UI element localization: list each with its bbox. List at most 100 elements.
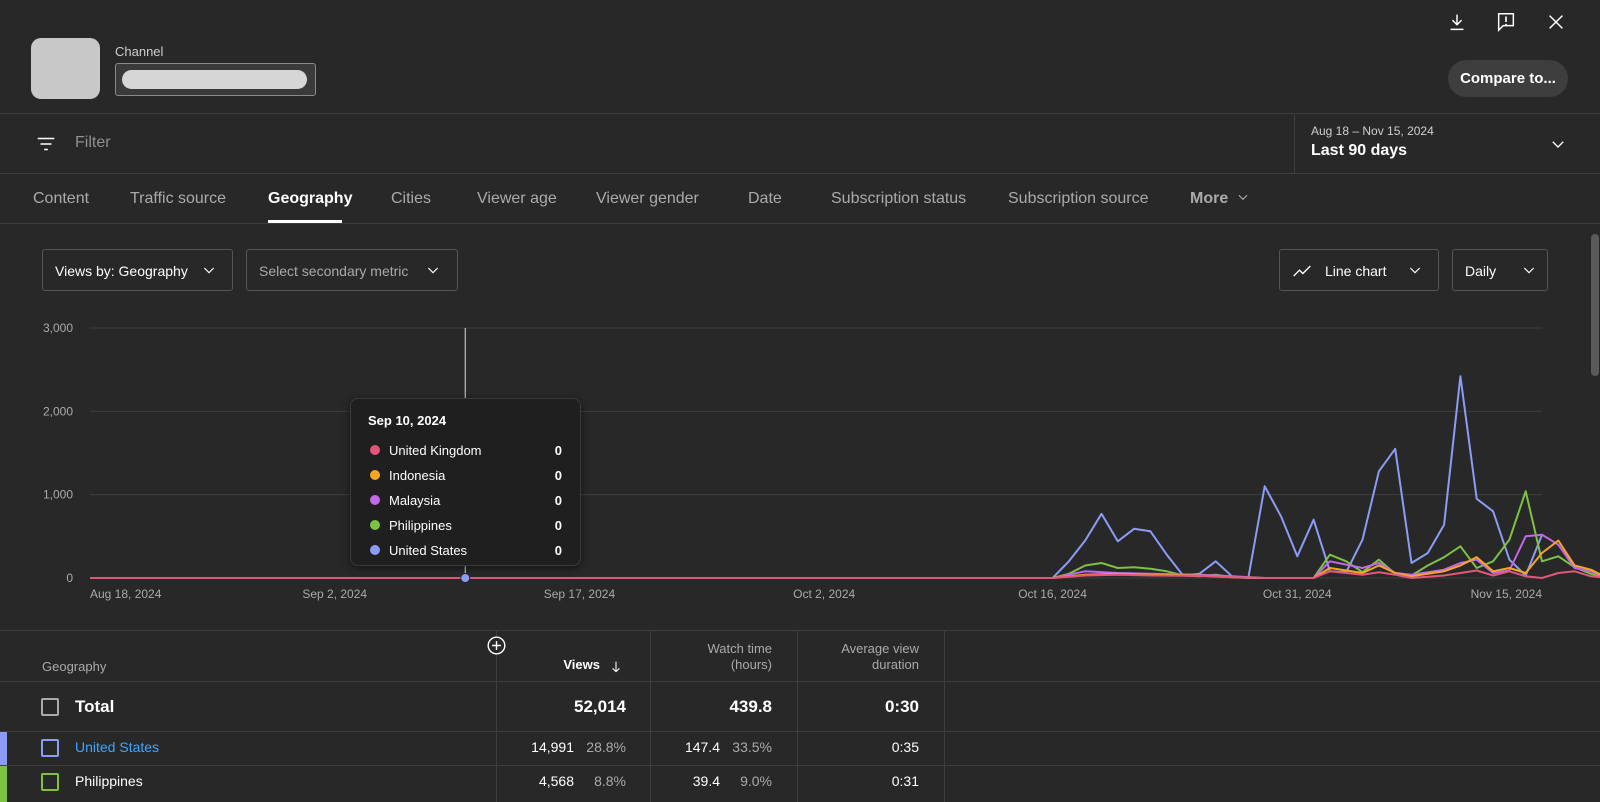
tab-subscription-status[interactable]: Subscription status	[831, 190, 967, 207]
secondary-metric-label: Select secondary metric	[259, 263, 409, 279]
tooltip-series-name: Malaysia	[389, 493, 441, 508]
row-geography-link[interactable]: United States	[75, 739, 160, 755]
tab-more[interactable]: More	[1190, 190, 1250, 208]
avg-view-header-line1: Average view	[841, 641, 919, 656]
chart-x-axis: Aug 18, 2024 Sep 2, 2024 Sep 17, 2024 Oct 2…	[90, 587, 1542, 601]
chevron-down-icon	[203, 267, 215, 274]
watch-time-header-line2: (hours)	[730, 657, 772, 672]
geography-table: Geography Views Watch time (hours) Avera…	[0, 630, 1600, 802]
column-divider	[496, 631, 497, 802]
x-tick-label: Oct 2, 2024	[793, 587, 855, 601]
granularity-dropdown[interactable]: Daily	[1452, 249, 1548, 291]
tooltip-series-name: Philippines	[389, 518, 452, 533]
tooltip-series-value: 0	[554, 518, 562, 533]
total-avg-duration: 0:30	[884, 697, 919, 716]
tab-date[interactable]: Date	[748, 190, 782, 207]
close-icon[interactable]	[1545, 11, 1567, 33]
tooltip-row: Philippines 0	[368, 516, 568, 534]
row-avg-duration: 0:35	[891, 739, 919, 755]
series-line-philippines	[90, 490, 1600, 579]
tooltip-row: Indonesia 0	[368, 466, 568, 484]
date-range-label: Last 90 days	[1311, 142, 1408, 159]
tooltip-series-value: 0	[554, 493, 562, 508]
chevron-down-icon	[1238, 194, 1248, 201]
add-column-icon[interactable]	[486, 635, 507, 656]
total-watch-time: 439.8	[729, 697, 772, 716]
sort-descending-icon[interactable]	[608, 659, 624, 675]
channel-label: Channel	[115, 44, 164, 59]
row-divider	[0, 731, 1600, 732]
series-color-dot	[370, 445, 380, 455]
tab-content[interactable]: Content	[33, 190, 90, 207]
tab-viewer-gender[interactable]: Viewer gender	[596, 190, 699, 207]
channel-selector[interactable]	[115, 63, 316, 96]
row-watch-time: 147.4	[684, 739, 720, 755]
tooltip-row: United Kingdom 0	[368, 441, 568, 459]
compare-to-button[interactable]: Compare to...	[1448, 60, 1568, 97]
tooltip-series-name: United Kingdom	[389, 443, 482, 458]
chart-type-label: Line chart	[1325, 263, 1387, 279]
line-chart-icon	[1293, 265, 1311, 277]
dimension-tabs: Content Traffic source Geography Cities …	[0, 175, 1600, 224]
series-color-dot	[370, 495, 380, 505]
x-tick-label: Sep 2, 2024	[302, 587, 367, 601]
primary-metric-label: Views by: Geography	[55, 263, 188, 279]
row-geography-link[interactable]: Philippines	[75, 773, 143, 789]
y-tick-label: 3,000	[43, 321, 73, 335]
chart-gridlines	[90, 327, 1542, 579]
active-tab-indicator	[268, 220, 342, 223]
row-watch-time-percent: 9.0%	[740, 773, 772, 789]
series-line-united-kingdom	[90, 569, 1600, 579]
row-views-percent: 28.8%	[586, 739, 626, 755]
scrollbar-thumb[interactable]	[1591, 234, 1599, 376]
avg-view-header-line2: duration	[872, 657, 919, 672]
series-color-bar	[0, 732, 7, 765]
tab-traffic-source[interactable]: Traffic source	[130, 190, 227, 207]
chevron-down-icon	[1523, 267, 1535, 274]
y-tick-label: 0	[66, 571, 73, 585]
tooltip-series-value: 0	[554, 468, 562, 483]
column-divider	[797, 631, 798, 802]
tab-more-label: More	[1190, 190, 1229, 207]
row-avg-duration: 0:31	[891, 773, 919, 789]
row-watch-time-percent: 33.5%	[732, 739, 772, 755]
row-watch-time: 39.4	[692, 773, 720, 789]
chevron-down-icon	[1552, 141, 1564, 148]
primary-metric-dropdown[interactable]: Views by: Geography	[42, 249, 233, 291]
column-header-geography: Geography	[42, 659, 107, 674]
date-range-picker[interactable]: Aug 18 – Nov 15, 2024 Last 90 days	[1294, 115, 1600, 174]
x-tick-label: Oct 31, 2024	[1263, 587, 1332, 601]
chart-type-dropdown[interactable]: Line chart	[1279, 249, 1439, 291]
chart-tooltip: Sep 10, 2024 United Kingdom 0 Indonesia …	[350, 398, 581, 566]
secondary-metric-dropdown[interactable]: Select secondary metric	[246, 249, 458, 291]
tab-cities[interactable]: Cities	[391, 190, 432, 207]
y-tick-label: 2,000	[43, 404, 73, 418]
filter-input[interactable]: Filter	[75, 134, 111, 151]
tooltip-series-value: 0	[554, 443, 562, 458]
tab-viewer-age[interactable]: Viewer age	[477, 190, 557, 207]
header: Channel Compare to...	[0, 0, 1600, 114]
series-line-united-states	[90, 375, 1543, 579]
column-header-watch-time[interactable]: Watch time (hours)	[660, 641, 772, 673]
row-views: 4,568	[538, 773, 574, 789]
channel-avatar	[31, 38, 100, 99]
tab-geography[interactable]: Geography	[268, 190, 353, 207]
row-checkbox[interactable]	[41, 739, 59, 757]
feedback-icon[interactable]	[1495, 11, 1517, 33]
hover-marker	[460, 573, 471, 583]
column-header-avg-view-duration[interactable]: Average view duration	[807, 641, 919, 673]
x-tick-label: Sep 17, 2024	[544, 587, 616, 601]
download-icon[interactable]	[1446, 11, 1468, 33]
line-chart[interactable]: 0 1,000 2,000 3,000 Aug 18, 2024 Sep 2, 2024…	[0, 300, 1600, 620]
total-views: 52,014	[574, 697, 626, 716]
y-tick-label: 1,000	[43, 488, 73, 502]
tab-subscription-source[interactable]: Subscription source	[1008, 190, 1149, 207]
column-header-views[interactable]: Views	[563, 657, 600, 672]
column-divider	[944, 631, 945, 802]
total-checkbox[interactable]	[41, 698, 59, 716]
tooltip-series-name: Indonesia	[389, 468, 446, 483]
filter-icon[interactable]	[35, 133, 57, 155]
row-checkbox[interactable]	[41, 773, 59, 791]
chevron-down-icon	[427, 267, 439, 274]
